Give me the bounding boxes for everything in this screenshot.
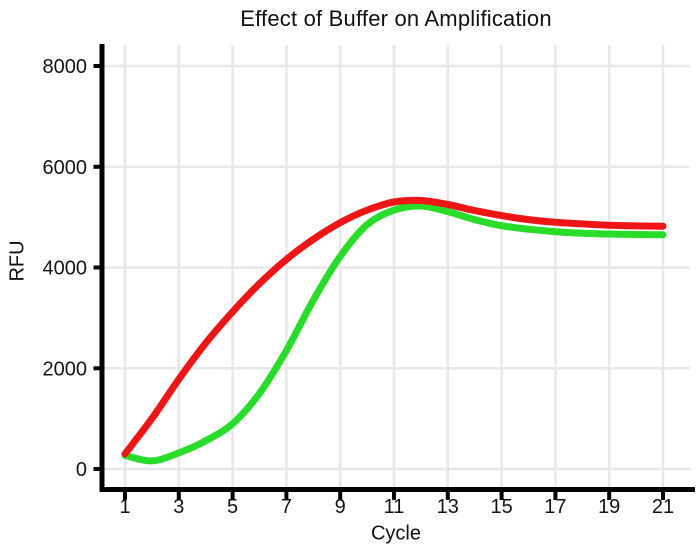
x-tick-label: 7 [281, 496, 292, 518]
chart-title: Effect of Buffer on Amplification [240, 6, 552, 31]
x-tick-label: 19 [598, 496, 620, 518]
series-line-red [121, 196, 667, 458]
y-tick-label: 8000 [43, 56, 88, 78]
x-axis-title: Cycle [370, 522, 422, 545]
x-tick-label: 13 [437, 496, 459, 518]
y-tick-label: 4000 [43, 258, 88, 280]
x-tick-label: 21 [652, 496, 674, 518]
x-tick-label: 9 [335, 496, 346, 518]
x-tick-label: 11 [384, 496, 405, 518]
x-tick-label: 5 [227, 496, 238, 518]
y-tick-label: 2000 [43, 358, 88, 380]
x-tick-label: 1 [119, 496, 130, 518]
series-line-green [121, 202, 667, 465]
y-tick-label: 0 [76, 459, 87, 481]
x-tick-label: 15 [490, 496, 512, 518]
y-tick-label: 6000 [43, 157, 88, 179]
x-tick-label: 3 [173, 496, 184, 518]
x-tick-label: 17 [544, 496, 566, 518]
